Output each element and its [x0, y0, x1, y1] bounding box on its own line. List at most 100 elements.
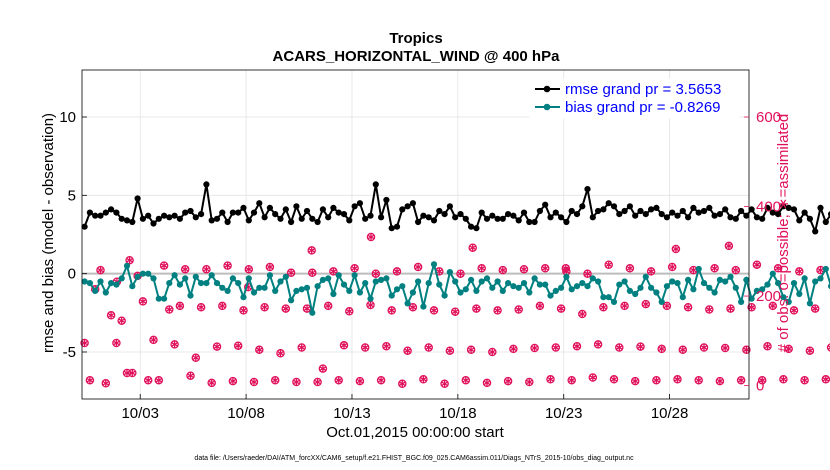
bias-point: [706, 284, 713, 291]
obs-assimilated-marker: [779, 376, 787, 382]
rmse-point: [505, 211, 512, 218]
rmse-point: [346, 217, 353, 224]
obs-assimilated-marker: [282, 306, 290, 311]
obs-assimilated-marker: [181, 266, 189, 272]
obs-point: [112, 338, 121, 348]
obs-point: [572, 341, 582, 351]
obs-assimilated-marker: [658, 346, 666, 352]
obs-assimilated-marker: [642, 301, 650, 307]
bias-point: [499, 287, 506, 294]
bias-point: [123, 262, 131, 269]
bias-point: [330, 290, 337, 298]
rmse-point: [378, 214, 385, 221]
bias-point: [425, 280, 432, 287]
obs-point: [736, 375, 746, 385]
bias-point: [108, 280, 115, 287]
bias-point: [817, 275, 824, 282]
obs-assimilated-marker: [626, 265, 634, 271]
bias-point: [505, 280, 512, 287]
obs-point: [202, 264, 211, 274]
obs-assimilated-marker: [356, 378, 364, 384]
rmse-point: [420, 212, 427, 219]
bias-point: [92, 287, 99, 294]
obs-point: [170, 340, 179, 349]
obs-assimilated-marker: [160, 263, 168, 268]
bias-point: [468, 276, 475, 283]
obs-assimilated-marker: [419, 376, 427, 382]
obs-assimilated-marker: [811, 306, 819, 311]
obs-point: [125, 255, 134, 265]
obs-point: [498, 265, 508, 275]
obs-assimilated-marker: [568, 377, 576, 383]
rmse-point: [224, 218, 231, 226]
rmse-point: [817, 204, 824, 211]
obs-point: [757, 375, 767, 385]
obs-assimilated-marker: [594, 342, 602, 347]
rmse-point: [769, 209, 776, 216]
bias-point: [637, 284, 644, 291]
obs-assimilated-marker: [314, 379, 322, 385]
bias-point: [478, 278, 485, 285]
bias-point: [298, 286, 305, 293]
legend-bias-label: bias grand pr = -0.8269: [565, 99, 721, 116]
rmse-point: [351, 203, 358, 210]
rmse-point: [372, 181, 379, 188]
rmse-point: [674, 212, 681, 219]
obs-point: [540, 264, 550, 273]
obs-point: [318, 364, 328, 373]
bias-point: [240, 294, 247, 301]
rmse-point: [81, 223, 88, 230]
obs-point: [715, 376, 725, 386]
obs-assimilated-marker: [303, 306, 311, 311]
rmse-point: [187, 207, 194, 215]
obs-assimilated-marker: [324, 303, 332, 309]
rmse-point: [356, 200, 363, 207]
bias-point: [441, 292, 448, 299]
bias-point: [303, 284, 311, 291]
rmse-point: [732, 215, 739, 222]
obs-assimilated-marker: [589, 375, 597, 380]
bias-point: [436, 281, 443, 288]
rmse-point: [108, 206, 115, 213]
bias-point: [510, 283, 517, 290]
obs-point: [742, 345, 751, 355]
x-tick-label: 10/08: [227, 405, 265, 422]
rmse-point: [282, 206, 289, 213]
rmse-point: [610, 203, 618, 210]
obs-point: [96, 265, 105, 275]
obs-assimilated-marker: [785, 346, 793, 352]
bias-point: [356, 289, 363, 296]
obs-assimilated-marker: [239, 308, 247, 313]
right-tick-label: 0: [756, 378, 764, 395]
bias-point: [589, 275, 596, 282]
obs-assimilated-marker: [483, 380, 491, 386]
obs-assimilated-marker: [430, 308, 438, 313]
bias-point: [340, 281, 348, 288]
obs-point: [355, 376, 365, 386]
obs-point: [85, 375, 95, 385]
rmse-point: [743, 212, 750, 219]
obs-point: [350, 264, 359, 273]
rmse-point: [727, 214, 734, 221]
obs-assimilated-marker: [552, 345, 560, 350]
x-tick-label: 10/18: [439, 405, 477, 422]
bias-point: [690, 286, 697, 293]
obs-assimilated-marker: [562, 265, 570, 271]
obs-point: [228, 376, 238, 386]
obs-point: [678, 345, 688, 355]
obs-point: [752, 260, 762, 269]
rmse-point: [266, 204, 273, 211]
obs-assimilated-marker: [144, 377, 152, 383]
bias-point: [415, 278, 422, 285]
obs-assimilated-marker: [478, 265, 486, 271]
obs-assimilated-marker: [457, 271, 464, 277]
obs-assimilated-marker: [663, 303, 671, 309]
obs-point: [244, 264, 254, 274]
obs-point: [466, 345, 476, 355]
obs-assimilated-marker: [541, 265, 549, 271]
bias-point: [558, 284, 565, 291]
bias-point: [118, 275, 125, 282]
obs-point: [615, 343, 624, 352]
rmse-point: [648, 206, 655, 213]
obs-assimilated-marker: [441, 381, 449, 387]
